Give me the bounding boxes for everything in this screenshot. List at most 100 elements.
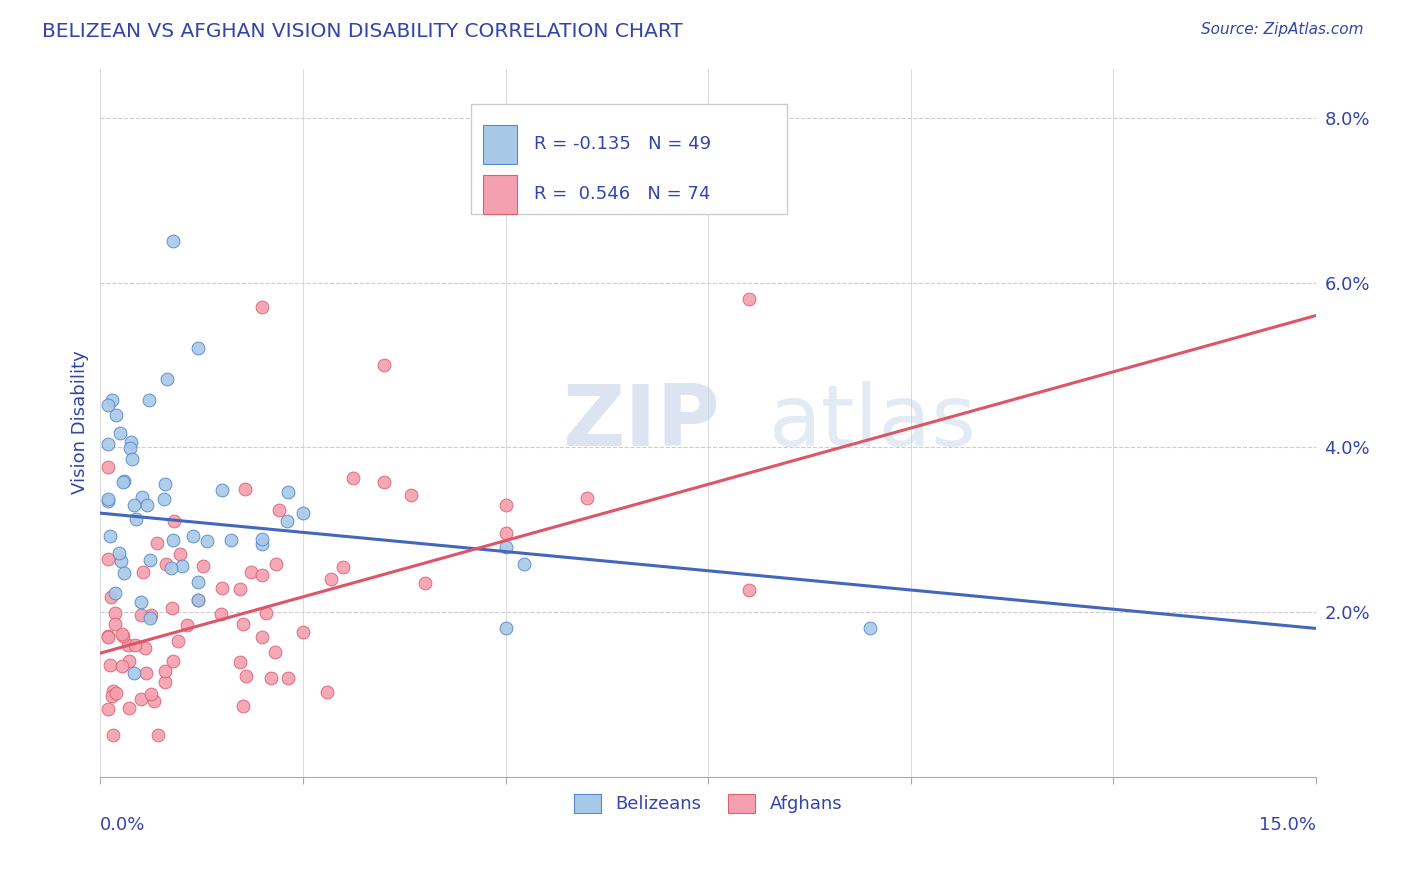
Point <box>254 606 277 620</box>
Text: atlas: atlas <box>769 381 977 464</box>
Point <box>117 638 139 652</box>
Point <box>120 434 142 449</box>
Point <box>97 494 120 508</box>
Point <box>240 565 263 579</box>
Point <box>129 595 152 609</box>
Point <box>111 629 134 643</box>
Point <box>167 633 190 648</box>
Point <box>859 622 882 636</box>
Point <box>413 575 436 590</box>
Point <box>219 533 242 547</box>
Point <box>495 622 517 636</box>
Point <box>111 627 134 641</box>
Point <box>513 558 536 572</box>
Point <box>138 392 160 407</box>
Point <box>373 475 395 489</box>
Point <box>104 607 127 621</box>
Point <box>124 511 146 525</box>
Point <box>100 689 122 703</box>
Point <box>232 616 254 631</box>
Point <box>209 607 232 621</box>
Point <box>104 586 127 600</box>
Point <box>97 437 120 451</box>
Point <box>252 301 274 315</box>
Point <box>211 483 233 498</box>
Point <box>110 426 132 441</box>
Point <box>134 641 156 656</box>
Point <box>98 657 121 672</box>
Legend: Belizeans, Afghans: Belizeans, Afghans <box>567 787 849 821</box>
Point <box>104 408 127 422</box>
Point <box>153 477 176 491</box>
Point <box>118 700 141 714</box>
Point <box>737 292 759 306</box>
Point <box>267 503 290 517</box>
Point <box>139 607 162 622</box>
Point <box>105 686 128 700</box>
Point <box>399 488 422 502</box>
Point <box>101 683 124 698</box>
Point <box>169 548 191 562</box>
Point <box>228 655 250 669</box>
Text: Source: ZipAtlas.com: Source: ZipAtlas.com <box>1201 22 1364 37</box>
Point <box>132 566 155 580</box>
Point <box>342 471 364 485</box>
Point <box>332 560 354 574</box>
Point <box>260 671 283 685</box>
Point <box>264 557 287 571</box>
Point <box>139 611 162 625</box>
Point <box>211 581 233 595</box>
Point <box>229 582 252 596</box>
Point <box>162 600 184 615</box>
Point <box>163 514 186 528</box>
Point <box>252 568 274 582</box>
Point <box>277 671 299 685</box>
Point <box>737 582 759 597</box>
Point <box>187 342 209 356</box>
Point <box>176 618 198 632</box>
Point <box>142 694 165 708</box>
Point <box>146 729 169 743</box>
Text: R =  0.546   N = 74: R = 0.546 N = 74 <box>534 185 710 202</box>
Point <box>122 665 145 680</box>
Point <box>156 372 179 386</box>
Point <box>252 533 274 547</box>
Point <box>131 608 153 623</box>
Point <box>316 685 339 699</box>
Point <box>276 514 298 528</box>
Point <box>131 491 153 505</box>
Point <box>187 593 209 607</box>
Point <box>100 590 122 604</box>
Point <box>152 491 174 506</box>
Text: 0.0%: 0.0% <box>100 815 146 833</box>
Point <box>153 675 176 690</box>
Point <box>110 554 132 568</box>
Point <box>252 630 274 644</box>
Point <box>162 235 184 249</box>
Point <box>575 491 598 506</box>
Point <box>97 629 120 643</box>
Point <box>97 492 120 507</box>
Point <box>129 692 152 706</box>
Point <box>153 664 176 678</box>
Point <box>112 566 135 580</box>
Point <box>146 536 169 550</box>
Point <box>104 616 127 631</box>
FancyBboxPatch shape <box>484 175 517 214</box>
Point <box>121 452 143 467</box>
Point <box>97 631 120 645</box>
Point <box>98 529 121 543</box>
Point <box>250 537 273 551</box>
Point <box>101 393 124 408</box>
Point <box>141 687 163 701</box>
Point <box>291 625 314 640</box>
Point <box>135 498 157 512</box>
Point <box>118 654 141 668</box>
Point <box>195 534 218 549</box>
Point <box>187 592 209 607</box>
Point <box>235 669 257 683</box>
FancyBboxPatch shape <box>471 104 787 214</box>
Point <box>172 559 194 574</box>
Point <box>97 398 120 412</box>
Point <box>373 358 395 372</box>
